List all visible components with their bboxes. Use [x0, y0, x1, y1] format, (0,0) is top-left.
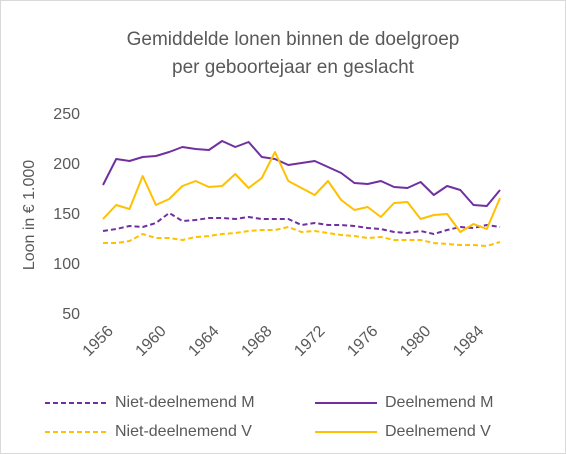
- y-axis-label: Loon in € 1.000: [21, 160, 38, 270]
- legend-label: Niet-deelnemend M: [115, 394, 255, 411]
- y-tick-label: 200: [53, 156, 80, 173]
- chart-title: per geboortejaar en geslacht: [172, 57, 415, 78]
- y-tick-label: 100: [53, 256, 80, 273]
- data-line: [103, 226, 501, 247]
- chart-title: Gemiddelde lonen binnen de doelgroep: [127, 29, 460, 50]
- y-tick-label: 150: [53, 206, 80, 223]
- legend-label: Deelnemend V: [385, 423, 491, 440]
- y-tick-label: 250: [53, 106, 80, 123]
- legend-label: Deelnemend M: [385, 394, 494, 411]
- data-line: [102, 140, 501, 207]
- data-line: [102, 151, 501, 233]
- legend-label: Niet-deelnemend V: [115, 423, 252, 440]
- y-tick-label: 50: [62, 306, 80, 323]
- data-line: [102, 212, 501, 235]
